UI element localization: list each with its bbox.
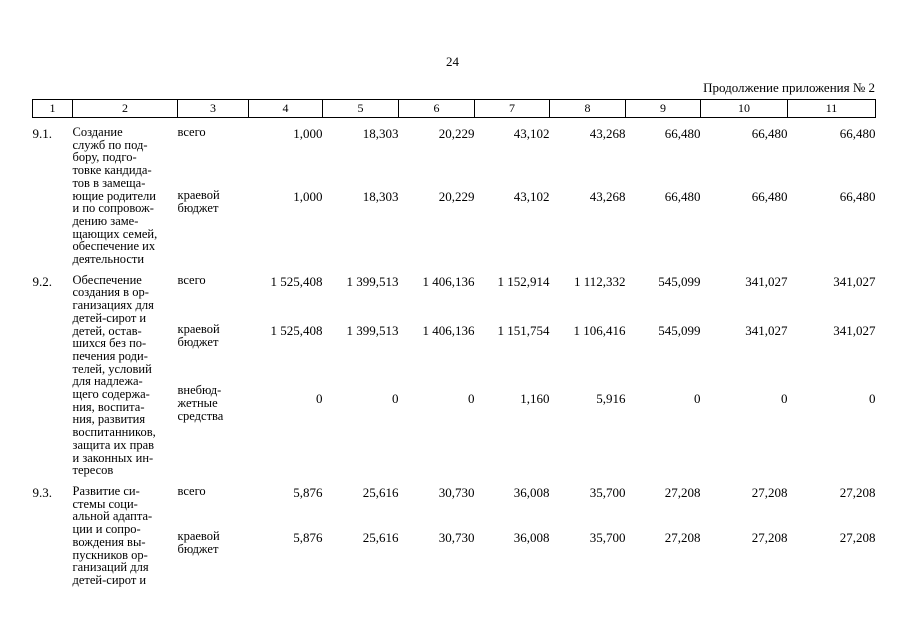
value-cell: 1 406,136 [422, 322, 475, 338]
value-cell: 27,208 [664, 529, 701, 545]
value-cell: 36,008 [513, 529, 550, 545]
table-header-cell: 10 [700, 99, 788, 118]
value-cell: 66,480 [839, 189, 876, 205]
row-number: 9.3. [32, 484, 53, 500]
table-header-cell: 4 [248, 99, 323, 118]
value-cell: 0 [869, 391, 876, 407]
table-row: 9.1. Создание служб по под- бору, подго- … [33, 118, 876, 266]
budget-type: всего [177, 483, 206, 498]
value-cell: 1 152,914 [497, 273, 550, 289]
budget-type: всего [177, 272, 206, 287]
table-row: 9.2. Обеспечение создания в ор- ганизация… [33, 266, 876, 476]
value-cell: 341,027 [745, 273, 788, 289]
continuation-note: Продолжение приложения № 2 [703, 80, 875, 95]
table-row: краевой бюджет 5,876 25,616 30,730 36,008 35,… [33, 528, 876, 587]
page-number: 24 [446, 54, 459, 69]
value-cell: 341,027 [833, 273, 876, 289]
value-cell: 1,160 [520, 391, 550, 407]
value-cell: 1 525,408 [270, 273, 323, 289]
program-name: Создание служб по под- бору, подго- товк… [72, 125, 158, 267]
value-cell: 0 [316, 391, 323, 407]
table-row: краевой бюджет 1 525,408 1 399,513 1 406,13… [33, 321, 876, 385]
value-cell: 545,099 [658, 273, 701, 289]
value-cell: 5,876 [293, 484, 323, 500]
value-cell: 1,000 [293, 189, 323, 205]
value-cell: 36,008 [513, 484, 550, 500]
program-name: Развитие си- стемы соци- альной адапта- … [72, 483, 153, 587]
value-cell: 0 [468, 391, 475, 407]
value-cell: 66,480 [751, 126, 788, 141]
budget-type: краевой бюджет [177, 528, 220, 556]
value-cell: 341,027 [745, 322, 788, 338]
table-header-cell: 6 [398, 99, 475, 118]
value-cell: 1 399,513 [346, 273, 399, 289]
value-cell: 35,700 [589, 484, 626, 500]
table-header-cell: 8 [549, 99, 626, 118]
table-row: внебюд- жетные средства 0 0 0 1,160 5,916 0 0 0 [33, 384, 876, 477]
value-cell: 35,700 [589, 529, 626, 545]
value-cell: 0 [694, 391, 701, 407]
value-cell: 1 399,513 [346, 322, 399, 338]
budget-type: краевой бюджет [177, 188, 220, 216]
table-header-cell: 7 [474, 99, 550, 118]
budget-type: внебюд- жетные средства [177, 383, 224, 424]
value-cell: 1 112,332 [573, 273, 626, 289]
value-cell: 27,208 [839, 484, 876, 500]
table-header-cell: 11 [787, 99, 876, 118]
value-cell: 0 [781, 391, 788, 407]
table-header-cell: 1 [32, 99, 73, 118]
value-cell: 66,480 [664, 189, 701, 205]
value-cell: 25,616 [362, 484, 399, 500]
value-cell: 43,268 [589, 189, 626, 205]
value-cell: 1 525,408 [270, 322, 323, 338]
value-cell: 66,480 [839, 126, 876, 141]
value-cell: 43,268 [589, 126, 626, 141]
value-cell: 66,480 [751, 189, 788, 205]
value-cell: 27,208 [751, 529, 788, 545]
row-number: 9.2. [32, 273, 53, 289]
value-cell: 43,102 [513, 126, 550, 141]
value-cell: 66,480 [664, 126, 701, 141]
value-cell: 27,208 [751, 484, 788, 500]
value-cell: 30,730 [438, 529, 475, 545]
data-table: 1 2 3 4 5 6 7 8 9 10 11 9.1. Создание служб по под-… [32, 99, 876, 587]
table-header-cell: 9 [625, 99, 701, 118]
program-name: Обеспечение создания в ор- ганизациях дл… [72, 272, 156, 478]
value-cell: 27,208 [664, 484, 701, 500]
value-cell: 20,229 [438, 189, 475, 205]
table-header-cell: 5 [322, 99, 399, 118]
value-cell: 341,027 [833, 322, 876, 338]
value-cell: 18,303 [362, 126, 399, 141]
value-cell: 0 [392, 391, 399, 407]
value-cell: 1 406,136 [422, 273, 475, 289]
value-cell: 1 106,416 [573, 322, 626, 338]
table-header-row: 1 2 3 4 5 6 7 8 9 10 11 [32, 99, 876, 118]
value-cell: 5,876 [293, 529, 323, 545]
value-cell: 20,229 [438, 126, 475, 141]
value-cell: 1,000 [293, 126, 323, 141]
budget-type: краевой бюджет [177, 321, 220, 349]
value-cell: 25,616 [362, 529, 399, 545]
row-number: 9.1. [32, 126, 53, 141]
table-row: краевой бюджет 1,000 18,303 20,229 43,102 43,… [33, 189, 876, 265]
value-cell: 18,303 [362, 189, 399, 205]
value-cell: 1 151,754 [497, 322, 550, 338]
value-cell: 43,102 [513, 189, 550, 205]
value-cell: 30,730 [438, 484, 475, 500]
table-header-cell: 3 [177, 99, 249, 118]
table-header-cell: 2 [72, 99, 178, 118]
table-row: 9.3. Развитие си- стемы соци- альной адап… [33, 477, 876, 587]
budget-type: всего [177, 125, 206, 139]
value-cell: 27,208 [839, 529, 876, 545]
value-cell: 545,099 [658, 322, 701, 338]
value-cell: 5,916 [596, 391, 626, 407]
